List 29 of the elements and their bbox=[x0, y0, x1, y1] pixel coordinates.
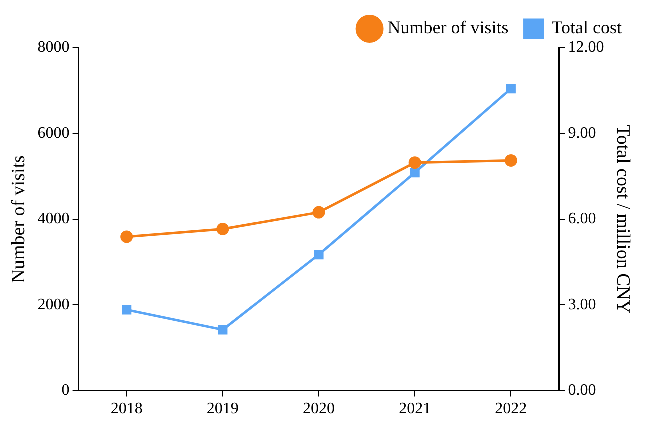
point bbox=[120, 230, 134, 244]
y-tick-label: 2000 bbox=[38, 296, 70, 314]
x-tick-label: 2020 bbox=[303, 400, 335, 418]
y2-tick-label: 3.00 bbox=[568, 296, 596, 314]
point bbox=[506, 84, 516, 94]
y-tick-label: 4000 bbox=[38, 210, 70, 228]
point bbox=[216, 223, 230, 236]
x-tick-label: 2019 bbox=[206, 400, 239, 418]
point bbox=[218, 325, 228, 335]
y-tick-label: 6000 bbox=[38, 124, 70, 142]
point bbox=[408, 156, 422, 170]
x-tick-label: 2018 bbox=[110, 400, 143, 418]
point bbox=[312, 206, 326, 219]
x-tick-label: 2021 bbox=[399, 400, 432, 418]
y2-tick-label: 12.00 bbox=[568, 39, 604, 56]
y2-tick-label: 6.00 bbox=[568, 210, 596, 228]
legend-label: Total cost bbox=[552, 18, 622, 38]
point bbox=[410, 168, 420, 178]
y2-tick-label: 0.00 bbox=[568, 382, 596, 400]
y-axis-title: Number of visits bbox=[8, 156, 30, 284]
x-tick-label: 2022 bbox=[495, 400, 528, 418]
y-tick-label: 0 bbox=[62, 382, 70, 400]
point bbox=[504, 154, 518, 167]
legend-label: Number of visits bbox=[388, 18, 509, 38]
point bbox=[122, 305, 132, 315]
y-tick-label: 8000 bbox=[38, 39, 70, 56]
y2-tick-label: 9.00 bbox=[568, 124, 596, 142]
point bbox=[314, 250, 324, 260]
y2-axis-title: Total cost / million CNY bbox=[612, 125, 634, 314]
